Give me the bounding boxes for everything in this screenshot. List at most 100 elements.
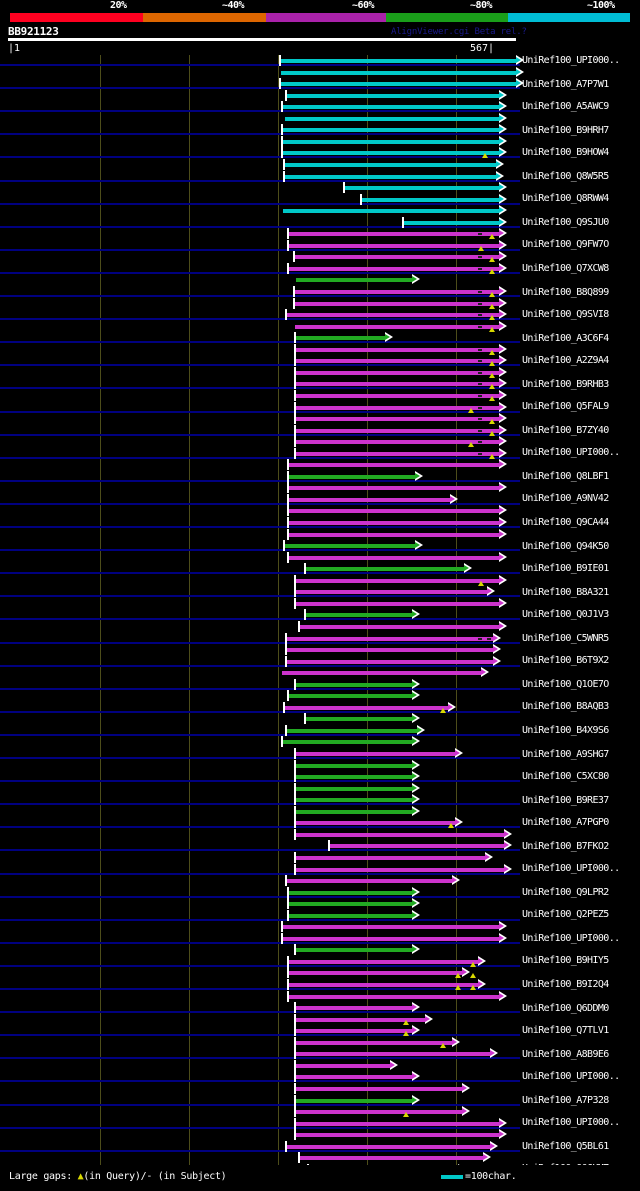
- hsp-bar-green[interactable]: [296, 775, 412, 779]
- hit-label[interactable]: UniRef100_Q9SVI8: [522, 309, 609, 320]
- hsp-bar-green[interactable]: [296, 787, 412, 791]
- hit-label[interactable]: UniRef100_B8A321: [522, 587, 609, 598]
- hsp-bar-magenta[interactable]: [289, 232, 499, 236]
- alignment-track[interactable]: UniRef100_UPI000..: [0, 817, 640, 828]
- hit-label[interactable]: UniRef100_UPI000..: [522, 1117, 620, 1128]
- alignment-track[interactable]: UniRef100_Q9FW7O: [0, 147, 640, 250]
- hsp-bar-cyan[interactable]: [345, 186, 499, 190]
- alignment-track[interactable]: UniRef100_B4P6L3: [0, 806, 640, 817]
- hsp-bar-green[interactable]: [289, 694, 412, 698]
- alignment-track[interactable]: UniRef100_UPI000..: [0, 494, 640, 944]
- alignment-track[interactable]: UniRef100_Q0IL39: [0, 991, 640, 1002]
- hsp-bar-magenta[interactable]: [296, 1029, 412, 1033]
- hit-label[interactable]: UniRef100_Q9CA44: [522, 517, 609, 528]
- hsp-bar-magenta[interactable]: [289, 960, 478, 964]
- alignment-track[interactable]: UniRef100_Q1OE7O: [0, 367, 640, 690]
- hsp-bar-magenta[interactable]: [296, 856, 485, 860]
- alignment-track[interactable]: UniRef100_A8B9E6: [0, 552, 640, 1060]
- alignment-track[interactable]: UniRef100_Q6DDM0: [0, 529, 640, 1014]
- hsp-bar-magenta[interactable]: [296, 579, 499, 583]
- hsp-bar-green[interactable]: [283, 740, 412, 744]
- hsp-bar-green[interactable]: [296, 336, 385, 340]
- hsp-bar-green[interactable]: [296, 810, 412, 814]
- alignment-track[interactable]: UniRef100_B3M8E2: [0, 633, 640, 644]
- hsp-bar-cyan[interactable]: [285, 117, 499, 121]
- hit-label[interactable]: UniRef100_B9HRH7: [522, 125, 609, 136]
- alignment-track[interactable]: UniRef100_B4Q3G4: [0, 1106, 640, 1117]
- hsp-bar-green[interactable]: [285, 544, 415, 548]
- hsp-bar-magenta[interactable]: [296, 833, 504, 837]
- hit-label[interactable]: UniRef100_Q06KM7: [522, 1163, 609, 1165]
- alignment-track[interactable]: UniRef100_Q2PEZ5: [0, 482, 640, 920]
- hsp-bar-magenta[interactable]: [289, 486, 499, 490]
- hsp-bar-cyan[interactable]: [285, 175, 496, 179]
- alignment-track[interactable]: UniRef100_A5AWC9: [0, 78, 640, 112]
- alignment-track[interactable]: UniRef100_Q9VIK5: [0, 1014, 640, 1025]
- alignment-track[interactable]: UniRef100_A9NV42: [0, 274, 640, 504]
- alignment-track[interactable]: UniRef100_A0BRE5: [0, 644, 640, 655]
- hsp-bar-cyan[interactable]: [283, 209, 499, 213]
- alignment-track[interactable]: UniRef100_Q68EY6: [0, 852, 640, 863]
- hit-label[interactable]: UniRef100_Q8LBF1: [522, 471, 609, 482]
- alignment-track[interactable]: UniRef100_UPI000..: [0, 748, 640, 759]
- hsp-bar-magenta[interactable]: [300, 625, 499, 629]
- alignment-track[interactable]: UniRef100_B4PH94: [0, 933, 640, 944]
- alignment-track[interactable]: UniRef100_B9I2Q4: [0, 517, 640, 990]
- alignment-track[interactable]: UniRef100_B8A321: [0, 321, 640, 598]
- hsp-bar-cyan[interactable]: [404, 221, 499, 225]
- hsp-bar-magenta[interactable]: [296, 452, 499, 456]
- hsp-bar-cyan[interactable]: [362, 198, 499, 202]
- hsp-bar-magenta[interactable]: [296, 868, 504, 872]
- hsp-bar-magenta[interactable]: [296, 382, 499, 386]
- hit-label[interactable]: UniRef100_Q5BL61: [522, 1141, 609, 1152]
- alignment-track[interactable]: UniRef100_Q9YKL5: [0, 760, 640, 771]
- hit-label[interactable]: UniRef100_B6T9X2: [522, 655, 609, 666]
- hsp-bar-magenta[interactable]: [289, 971, 462, 975]
- hsp-bar-magenta[interactable]: [296, 1087, 462, 1091]
- alignment-track[interactable]: UniRef100_Q94K50: [0, 298, 640, 552]
- hsp-bar-cyan[interactable]: [283, 151, 499, 155]
- alignment-track[interactable]: UniRef100_Q5BL61: [0, 598, 640, 1152]
- hsp-bar-magenta[interactable]: [296, 348, 499, 352]
- hsp-bar-magenta[interactable]: [295, 325, 499, 329]
- hsp-bar-magenta[interactable]: [287, 879, 452, 883]
- hsp-bar-magenta[interactable]: [296, 417, 499, 421]
- hsp-bar-green[interactable]: [289, 475, 415, 479]
- alignment-track[interactable]: UniRef100_Q8W5R5: [0, 113, 640, 182]
- alignment-track[interactable]: UniRef100_B7ZY40: [0, 240, 640, 436]
- hsp-bar-magenta[interactable]: [296, 371, 499, 375]
- hsp-bar-magenta[interactable]: [289, 533, 499, 537]
- hsp-bar-magenta[interactable]: [295, 255, 499, 259]
- hsp-bar-cyan[interactable]: [283, 140, 499, 144]
- hsp-bar-magenta[interactable]: [285, 706, 448, 710]
- alignment-track[interactable]: UniRef100_A9SHG7: [0, 402, 640, 760]
- hsp-bar-green[interactable]: [289, 891, 412, 895]
- hit-label[interactable]: UniRef100_Q8RWW4: [522, 193, 609, 204]
- hit-label[interactable]: UniRef100_A9SHG7: [522, 749, 609, 760]
- alignment-track[interactable]: UniRef100_Q5FAL9: [0, 228, 640, 412]
- alignment-track[interactable]: UniRef100_A0CLW3: [0, 1141, 640, 1152]
- hsp-bar-green[interactable]: [296, 798, 412, 802]
- alignment-track[interactable]: UniRef100_Q9SVI8: [0, 182, 640, 320]
- hsp-bar-magenta[interactable]: [283, 925, 499, 929]
- hsp-bar-magenta[interactable]: [287, 660, 493, 664]
- alignment-track[interactable]: UniRef100_B9HOW4: [0, 101, 640, 158]
- hsp-bar-cyan[interactable]: [283, 128, 499, 132]
- hit-label[interactable]: UniRef100_C5XC80: [522, 771, 609, 782]
- hsp-bar-magenta[interactable]: [296, 1064, 390, 1068]
- hit-label[interactable]: UniRef100_UPI000..: [522, 447, 620, 458]
- alignment-track[interactable]: UniRef100_Q7XCW8: [0, 159, 640, 274]
- alignment-track[interactable]: UniRef100_UPI000..: [0, 967, 640, 978]
- alignment-track[interactable]: UniRef100_A7P7W1: [0, 67, 640, 90]
- alignment-track[interactable]: UniRef100_Q9LPR2: [0, 471, 640, 898]
- hit-label[interactable]: UniRef100_A8B9E6: [522, 1049, 609, 1060]
- hsp-bar-magenta[interactable]: [282, 671, 481, 675]
- alignment-track[interactable]: UniRef100_B4X9S6: [0, 390, 640, 736]
- hsp-bar-magenta[interactable]: [296, 429, 499, 433]
- alignment-track[interactable]: UniRef100_Q4SRL9: [0, 864, 640, 875]
- alignment-track[interactable]: UniRef100_Q0J1V3: [0, 332, 640, 620]
- alignment-track[interactable]: UniRef100_A7PWS0: [0, 1152, 640, 1163]
- hsp-bar-magenta[interactable]: [287, 637, 493, 641]
- alignment-track[interactable]: UniRef100_Q1HGY7: [0, 875, 640, 886]
- hit-label[interactable]: UniRef100_C5WNR5: [522, 633, 609, 644]
